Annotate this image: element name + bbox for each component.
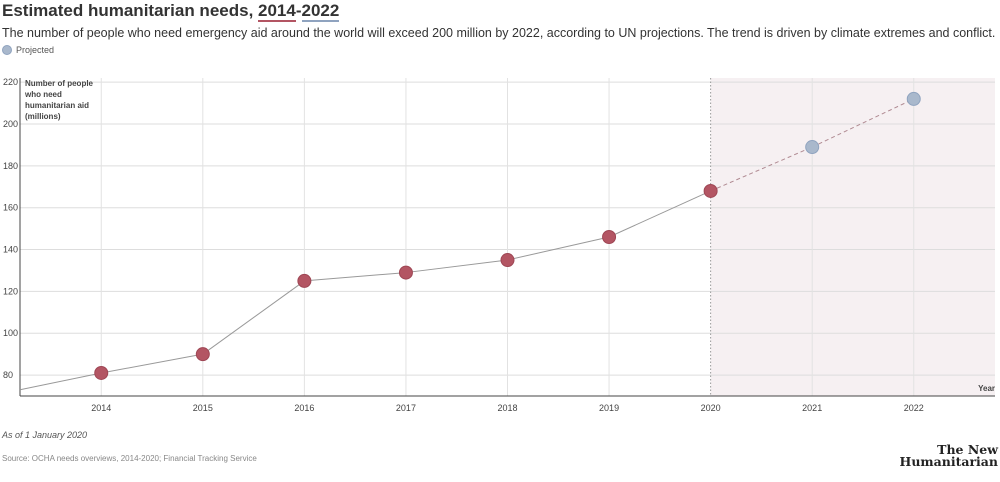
x-axis-label: Year: [978, 384, 995, 393]
data-point: [703, 183, 718, 198]
title-prefix: Estimated humanitarian needs,: [2, 1, 259, 20]
source-note: Source: OCHA needs overviews, 2014-2020;…: [2, 454, 257, 463]
brand-logo: The New Humanitarian: [899, 442, 998, 469]
y-tick-label: 100: [3, 328, 18, 338]
x-tick-label: 2017: [396, 403, 416, 413]
series-line-segment: [405, 259, 508, 274]
chart-series: [19, 91, 921, 391]
title-year-start: 2014: [258, 1, 296, 22]
y-axis-label-line: who need: [24, 90, 62, 99]
y-tick-label: 160: [3, 203, 18, 213]
x-tick-label: 2014: [91, 403, 111, 413]
x-tick-label: 2021: [802, 403, 822, 413]
x-tick-label: 2020: [701, 403, 721, 413]
series-line-segment: [304, 272, 406, 282]
chart-grid: [20, 78, 995, 396]
y-tick-label: 180: [3, 161, 18, 171]
title-year-sep: -: [295, 1, 302, 20]
chart-title: Estimated humanitarian needs, 2014-2022: [2, 1, 340, 22]
y-tick-label: 140: [3, 245, 18, 255]
series-line-segment: [101, 353, 203, 374]
x-tick-label: 2016: [294, 403, 314, 413]
y-axis-label: Number of people who need humanitarian aid…: [24, 79, 94, 121]
series-line-lead: [19, 372, 102, 391]
logo-line-2: Humanitarian: [899, 454, 998, 469]
y-axis-label-line: (millions): [25, 112, 61, 121]
y-axis-label-line: Number of people: [25, 79, 94, 88]
data-point: [94, 365, 109, 380]
series-line-segment: [608, 190, 711, 238]
y-tick-label: 200: [3, 119, 18, 129]
title-year-end: 2022: [301, 1, 340, 22]
chart-axes: 80 100 120 140 160 180 200 220 2014 2015 2016 2017 2…: [3, 77, 995, 413]
y-tick-label: 80: [3, 370, 13, 380]
data-point: [398, 265, 413, 280]
logo-line-1: The New: [937, 442, 998, 457]
x-tick-label: 2022: [904, 403, 924, 413]
x-tick-label: 2019: [599, 403, 619, 413]
data-point: [602, 230, 617, 244]
y-tick-label: 220: [3, 77, 18, 87]
data-point: [500, 253, 515, 268]
projected-data-point: [805, 140, 820, 155]
y-tick-label: 120: [3, 286, 18, 296]
chart-subtitle: The number of people who need emergency …: [2, 26, 996, 40]
projected-legend-label: Projected: [16, 45, 55, 55]
chart-legend: Projected: [2, 45, 54, 55]
series-line-segment: [202, 280, 305, 355]
x-tick-label: 2018: [497, 403, 517, 413]
projected-shade-region: [710, 78, 995, 396]
projected-data-point: [906, 91, 921, 106]
projected-line-segment: [710, 146, 813, 192]
x-tick-label: 2015: [193, 403, 213, 413]
data-point: [195, 347, 210, 362]
series-line-segment: [507, 236, 610, 261]
projected-line-segment: [811, 98, 914, 148]
data-point: [297, 273, 312, 288]
projected-legend-dot: [2, 45, 12, 55]
as-of-note: As of 1 January 2020: [2, 430, 88, 440]
y-axis-label-line: humanitarian aid: [25, 101, 89, 110]
